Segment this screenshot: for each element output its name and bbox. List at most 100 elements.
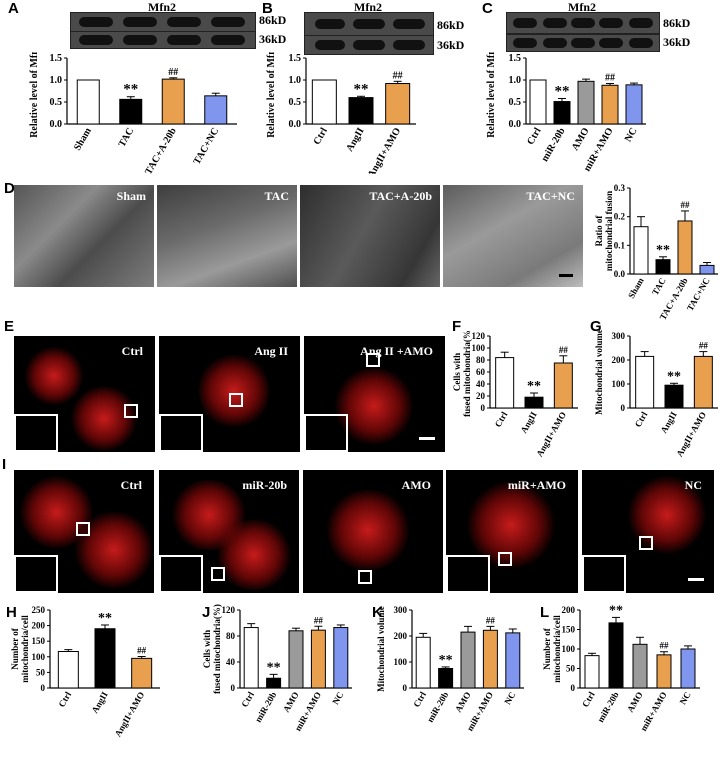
blot-a-kd-top: 86kD <box>259 13 287 27</box>
y-tick-label: 0.5 <box>289 97 302 108</box>
blot-a-kd-bottom: 36kD <box>259 32 287 46</box>
chart-g: 0 100 200 300 Mitochondrial volume Ctrl ** AngI… <box>594 330 718 458</box>
y-tick-label: 40 <box>476 379 486 389</box>
blot-b-kd-bottom: 36kD <box>437 38 465 52</box>
bar-h-1 <box>94 628 116 689</box>
em-image-tac: TAC <box>157 185 297 287</box>
y-tick-label: 100 <box>32 652 46 662</box>
y-tick-label: 200 <box>612 355 626 365</box>
significance-mark: ## <box>314 615 324 625</box>
y-tick-label: 100 <box>472 343 486 353</box>
blot-c-kd-bottom: 36kD <box>663 35 691 49</box>
x-tick-label: Ctrl <box>525 126 544 147</box>
y-tick-label: 0.5 <box>509 97 522 108</box>
bar-f-2 <box>553 362 573 409</box>
fluor-i-amo: AMO <box>303 470 443 593</box>
bar-l-2 <box>632 643 648 689</box>
significance-mark: ** <box>667 369 681 384</box>
panel-letter-f: F <box>452 318 462 335</box>
fluor-i-nc: NC <box>582 470 714 593</box>
bar-k-3 <box>482 629 498 689</box>
x-tick-label: miR-20b <box>595 690 620 724</box>
x-tick-label: AngII+AMO <box>534 410 568 458</box>
significance-mark: ** <box>98 611 112 626</box>
y-tick-label: 0 <box>403 683 408 693</box>
fluor-e-angii-amo: Ang II +AMO <box>304 336 445 452</box>
y-tick-label: 50 <box>36 667 46 677</box>
fluor-i-label-mir20b: miR-20b <box>242 478 287 492</box>
x-tick-label: AMO <box>281 690 301 714</box>
y-tick-label: 0.0 <box>509 119 522 130</box>
fluor-e-label-ctrl: Ctrl <box>121 344 143 358</box>
significance-mark: ** <box>609 604 623 618</box>
bar-f-1 <box>524 396 544 409</box>
bar-k-1 <box>438 668 454 689</box>
y-axis-label: Relative level of Mfn2 <box>266 52 277 138</box>
y-tick-label: 300 <box>394 605 408 615</box>
y-tick-label: 80 <box>476 355 486 365</box>
bar-d-1 <box>655 259 671 275</box>
x-tick-label: miR-20b <box>539 126 567 164</box>
x-tick-label: TAC <box>650 276 668 297</box>
bar-c-2 <box>577 80 595 125</box>
x-tick-label: Ctrl <box>580 690 597 709</box>
blot-a-upper <box>70 12 256 32</box>
x-tick-label: NC <box>330 690 345 706</box>
bar-a-1 <box>119 98 143 125</box>
bar-g-2 <box>693 355 713 409</box>
em-label-sham: Sham <box>116 189 146 203</box>
bar-b-1 <box>348 97 374 125</box>
blot-b-upper <box>304 12 434 36</box>
fluor-i-ctrl: Ctrl <box>14 470 154 593</box>
fluor-e-label-angii: Ang II <box>254 344 288 358</box>
y-tick-label: 1.0 <box>289 75 302 86</box>
significance-mark: ## <box>486 615 496 625</box>
significance-mark: ** <box>123 82 138 98</box>
significance-mark: ## <box>660 641 670 651</box>
y-tick-label: 80 <box>226 631 236 641</box>
blot-a-lower <box>70 31 256 49</box>
blot-c-lower <box>506 34 660 52</box>
bar-j-0 <box>243 627 259 689</box>
fluor-i-scale-bar <box>688 578 704 581</box>
y-axis-label: Relative level of Mfn2 <box>486 52 497 138</box>
x-tick-label: AngII <box>90 690 110 715</box>
bar-l-4 <box>680 648 696 689</box>
blot-b-title: Mfn2 <box>354 0 382 14</box>
x-tick-label: TAC+A-20b <box>143 126 179 174</box>
y-tick-label: 150 <box>32 636 46 646</box>
x-tick-label: Sham <box>72 125 94 152</box>
bar-h-0 <box>57 650 79 689</box>
panel-letter-j: J <box>202 604 211 621</box>
bar-j-4 <box>333 627 349 689</box>
panel-letter-l: L <box>540 604 550 621</box>
x-tick-label: TAC+NC <box>192 126 222 167</box>
fluor-e-ctrl: Ctrl <box>14 336 155 452</box>
y-tick-label: 50 <box>566 664 576 674</box>
blot-b-lower <box>304 35 434 55</box>
y-tick-label: 200 <box>394 631 408 641</box>
y-axis-label: Ratio ofmitochondrial fusion <box>594 191 614 271</box>
fluor-i-label-mir-amo: miR+AMO <box>507 478 566 492</box>
bar-k-0 <box>415 636 431 689</box>
panel-letter-b: B <box>262 0 273 17</box>
bar-d-0 <box>633 226 649 275</box>
y-tick-label: 1.5 <box>289 53 302 64</box>
y-tick-label: 0.0 <box>289 119 302 130</box>
y-tick-label: 200 <box>32 621 46 631</box>
bar-a-3 <box>204 95 228 125</box>
em-label-tac-nc: TAC+NC <box>526 189 575 203</box>
y-tick-label: 0 <box>231 683 236 693</box>
significance-mark: ** <box>656 243 670 258</box>
y-tick-label: 120 <box>472 331 486 341</box>
significance-mark: ## <box>605 73 615 84</box>
bar-c-3 <box>601 84 619 125</box>
em-image-tac-a20b: TAC+A-20b <box>300 185 440 287</box>
significance-mark: ** <box>555 83 570 99</box>
bar-c-0 <box>529 79 547 125</box>
y-axis-label: Mitochondrial volume <box>376 606 386 692</box>
chart-b: 0.0 0.5 1.0 1.5 Relative level of Mfn2 Ctrl **… <box>266 52 416 174</box>
panel-letter-d: D <box>4 180 15 197</box>
